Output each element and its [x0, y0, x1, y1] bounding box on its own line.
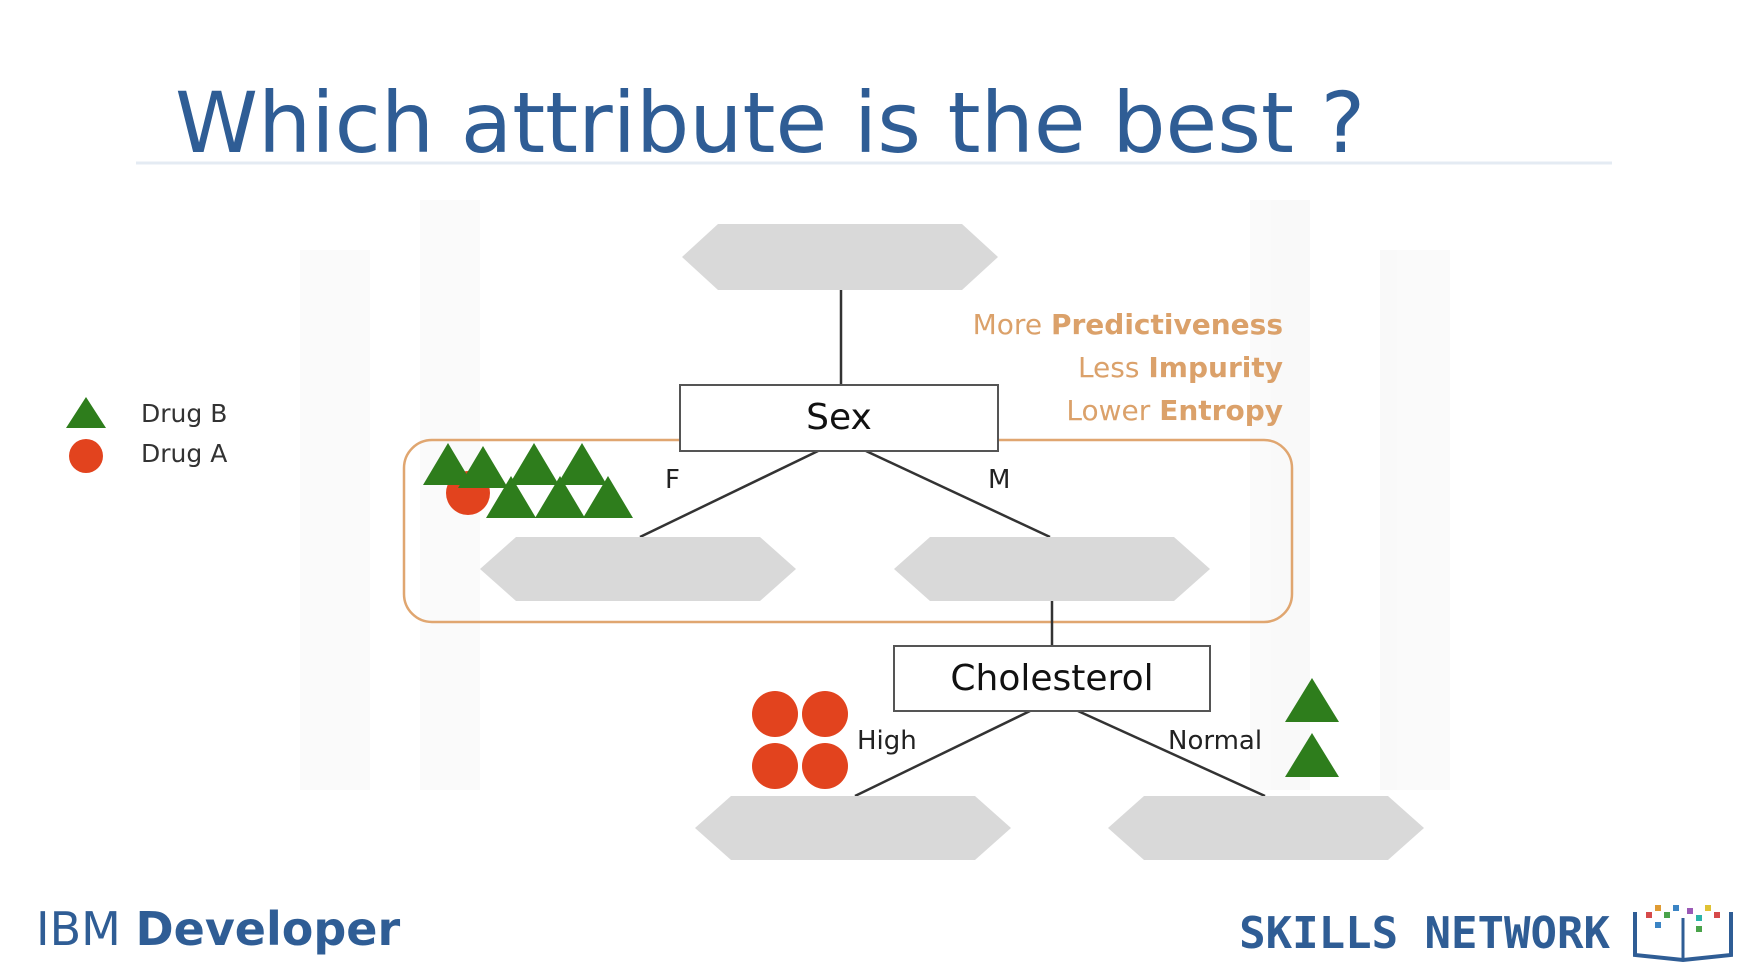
- cholesterol-node-label: Cholesterol: [950, 658, 1153, 699]
- branch-f-label: F: [665, 465, 680, 495]
- legend-drug-a-label: Drug A: [141, 439, 227, 468]
- edge-sex-f: [639, 449, 819, 539]
- normal-leaf-hexagon-node: [1108, 796, 1424, 860]
- branch-high-label: High: [857, 726, 917, 756]
- legend-drug-a-circle-icon: [69, 439, 103, 473]
- drug-b-sample: [486, 476, 536, 518]
- root-hexagon-node: [682, 224, 998, 290]
- tree-edges: [639, 290, 1266, 798]
- drug-b-sample: [509, 443, 559, 485]
- note-entropy-prefix: Lower: [1066, 394, 1159, 427]
- drug-b-sample: [535, 476, 585, 518]
- note-entropy-strong: Entropy: [1159, 394, 1283, 427]
- note-impurity-strong: Impurity: [1148, 351, 1283, 384]
- sex-node-label: Sex: [806, 397, 872, 438]
- drug-a-sample: [802, 743, 848, 789]
- branch-m-label: M: [988, 465, 1010, 495]
- drug-a-sample: [752, 743, 798, 789]
- drug-a-sample: [802, 691, 848, 737]
- cholesterol-node: [893, 645, 1211, 712]
- drug-b-sample: [423, 443, 473, 485]
- sex-node: [679, 384, 999, 452]
- ibm-logo-text: IBM: [36, 902, 135, 956]
- drug-b-sample: [458, 446, 508, 488]
- skills-network-logo-text: SKILLS NETWORK: [1239, 908, 1610, 959]
- high-branch-sample-cluster: [752, 691, 848, 789]
- m-hexagon-node: [894, 537, 1210, 601]
- drug-a-sample: [752, 691, 798, 737]
- f-branch-sample-cluster: [423, 443, 633, 518]
- drug-b-sample: [583, 476, 633, 518]
- developer-logo-text: Developer: [135, 902, 400, 956]
- drug-b-sample: [1285, 678, 1339, 722]
- book-logo-icon: [1633, 905, 1733, 963]
- note-predictiveness-prefix: More: [973, 308, 1051, 341]
- note-entropy: Lower Entropy: [1066, 394, 1283, 427]
- f-leaf-hexagon-node: [480, 537, 796, 601]
- legend: Drug B Drug A: [66, 397, 227, 473]
- ibm-developer-logo: IBM Developer: [36, 902, 400, 956]
- drug-b-sample: [1285, 733, 1339, 777]
- branch-normal-label: Normal: [1168, 726, 1262, 756]
- criteria-notes: More Predictiveness Less Impurity Lower …: [973, 308, 1283, 427]
- edge-chol-high: [854, 709, 1031, 798]
- legend-drug-b-triangle-icon: [66, 397, 106, 428]
- edge-sex-m: [865, 449, 1051, 539]
- note-predictiveness: More Predictiveness: [973, 308, 1283, 341]
- normal-branch-sample-cluster: [1285, 678, 1339, 777]
- edge-chol-normal: [1077, 709, 1266, 798]
- high-leaf-hexagon-node: [695, 796, 1011, 860]
- note-impurity-prefix: Less: [1078, 351, 1148, 384]
- slide-title: Which attribute is the best ?: [175, 74, 1365, 172]
- note-predictiveness-strong: Predictiveness: [1051, 308, 1283, 341]
- legend-drug-b-label: Drug B: [141, 399, 227, 428]
- note-impurity: Less Impurity: [1078, 351, 1283, 384]
- drug-b-sample: [557, 443, 607, 485]
